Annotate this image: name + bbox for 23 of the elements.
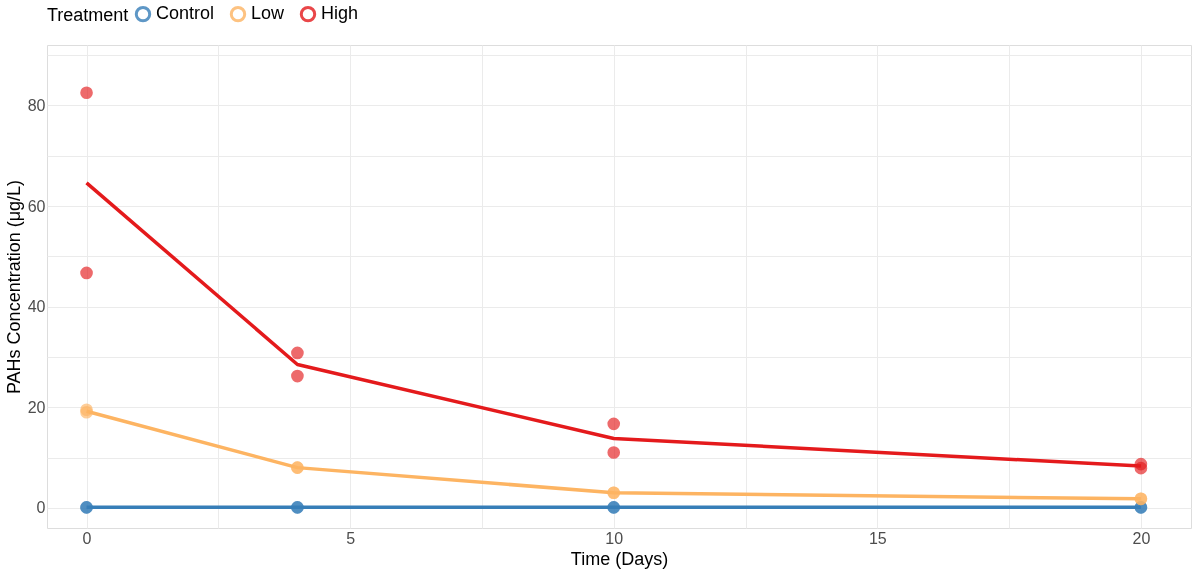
legend-title: Treatment — [47, 5, 129, 25]
legend-label: Control — [156, 3, 215, 24]
legend-label: High — [321, 3, 359, 24]
x-tick-label: 20 — [1132, 529, 1151, 547]
y-tick-label: 20 — [27, 398, 46, 416]
x-tick-label: 5 — [346, 529, 356, 547]
y-tick-label: 80 — [27, 96, 46, 114]
y-tick-label: 60 — [27, 197, 46, 215]
point — [607, 446, 621, 459]
x-tick-label: 0 — [82, 529, 92, 547]
point — [80, 266, 93, 280]
y-tick-label: 0 — [36, 499, 46, 517]
point — [80, 86, 93, 100]
x-axis-title: Time (Days) — [570, 548, 669, 569]
y-axis-title: PAHs Concentration (μg/L) — [3, 179, 24, 395]
x-tick-label: 10 — [605, 529, 624, 547]
point — [291, 346, 304, 360]
y-tick-label: 40 — [27, 298, 46, 316]
x-tick-label: 15 — [868, 529, 887, 547]
point — [1134, 461, 1148, 475]
legend-label: Low — [251, 3, 286, 24]
point — [291, 369, 304, 383]
point — [607, 417, 621, 431]
